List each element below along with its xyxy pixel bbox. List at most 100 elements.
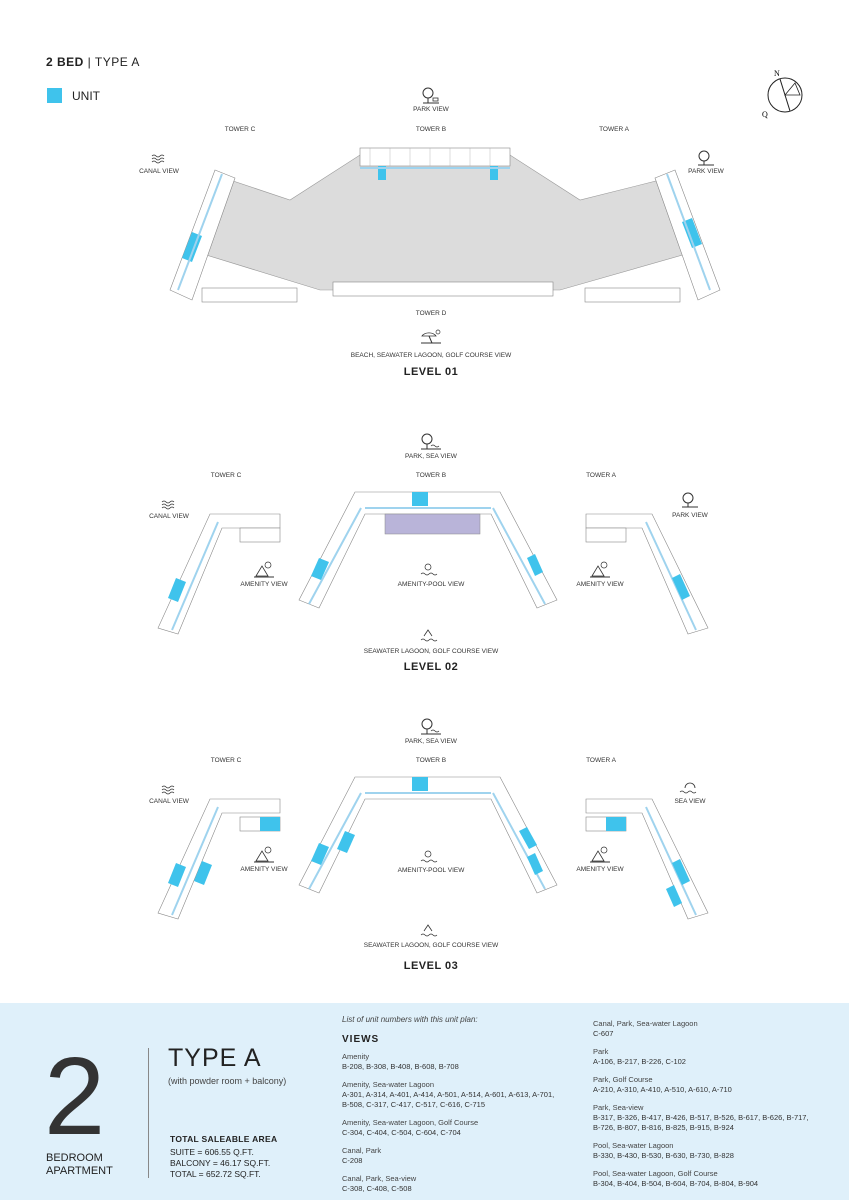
view-group-title: Park [593,1047,609,1056]
amenity-left-label: AMENITY VIEW [240,581,288,588]
view-group-title: Amenity, Sea-water Lagoon, Golf Course [342,1118,479,1127]
view-group-title: Canal, Park [342,1146,382,1155]
view-group-title: Amenity, Sea-water Lagoon [342,1080,434,1089]
view-group-title: Pool, Sea-water Lagoon [593,1141,674,1150]
level-02-tower-b [298,491,558,609]
canal-icon [161,500,175,510]
canal-icon [161,785,175,795]
left-view-label: CANAL VIEW [149,513,189,520]
level-03-tower-c [157,798,281,920]
footer-panel [0,1003,849,1200]
bedroom-apartment-label: BEDROOM APARTMENT [46,1152,113,1178]
area-values: SUITE = 606.55 Q.FT. BALCONY = 46.17 SQ.… [170,1147,270,1180]
bed-label: 2 BED [46,55,84,69]
amenity-icon [590,846,610,863]
beach-icon [421,329,441,344]
level-01-plan: PARK VIEW TOWER C TOWER B TOWER A CANAL … [0,80,849,380]
view-group-title: Park, Golf Course [593,1075,653,1084]
header-separator: | [83,55,95,69]
tower-c-label: TOWER C [210,757,242,764]
center-view-label: AMENITY-POOL VIEW [397,581,465,588]
views-column-2: Canal, Park, Sea-water Lagoon C-607 Park A… [593,1019,813,1197]
canal-icon [151,154,165,164]
bottom-view-label: SEAWATER LAGOON, GOLF COURSE VIEW [363,942,499,949]
plan-header: 2 BED | TYPE A [46,55,140,69]
level-03-tower-b [298,776,558,894]
bedroom-count: 2 [44,1035,106,1158]
compass-n: N [774,69,780,78]
tower-c-label: TOWER C [210,472,242,479]
view-group: Park, Golf Course A-210, A-310, A-410, A-… [593,1075,813,1095]
tower-b-label: TOWER B [415,472,447,479]
view-group-title: Canal, Park, Sea-view [342,1174,417,1183]
level-01-floorplan [169,147,721,303]
top-view-label: PARK, SEA VIEW [405,738,457,745]
top-view-label: PARK VIEW [413,106,449,113]
bottom-view-label: SEAWATER LAGOON, GOLF COURSE VIEW [363,648,499,655]
apartment-label: APARTMENT [46,1165,113,1177]
type-title: TYPE A [168,1044,262,1072]
top-view-label: PARK, SEA VIEW [405,453,457,460]
pool-icon [420,850,438,863]
amenity-icon [590,561,610,578]
compass-q: Q [762,110,768,119]
sea-icon [679,782,697,794]
view-group-title: Canal, Park, Sea-water Lagoon [593,1019,698,1028]
view-group: Amenity, Sea-water Lagoon, Golf Course C-… [342,1118,562,1138]
level-03-tower-a [585,798,709,920]
bottom-view-label: BEACH, SEAWATER LAGOON, GOLF COURSE VIEW [350,352,512,359]
amenity-left-label: AMENITY VIEW [240,866,288,873]
level-02-plan: PARK, SEA VIEW TOWER C TOWER B TOWER A C… [0,430,849,680]
type-subtitle: (with powder room + balcony) [168,1076,287,1086]
park-icon [682,492,698,508]
view-group-units: A-301, A-314, A-401, A-414, A-501, A-514… [342,1090,555,1109]
left-view-label: CANAL VIEW [139,168,179,175]
level-03-title: LEVEL 03 [403,960,459,972]
lagoon-icon [420,629,438,642]
view-group-title: Amenity [342,1052,370,1061]
level-02-title: LEVEL 02 [403,661,459,673]
view-group-units: C-304, C-404, C-504, C-604, C-704 [342,1128,461,1137]
view-group-units: B-330, B-430, B-530, B-630, B-730, B-828 [593,1151,734,1160]
level-01-title: LEVEL 01 [403,366,459,378]
tower-a-label: TOWER A [599,126,629,133]
tower-a-label: TOWER A [586,757,616,764]
view-group: Pool, Sea-water Lagoon B-330, B-430, B-53… [593,1141,813,1161]
amenity-right-label: AMENITY VIEW [576,581,624,588]
view-group: Pool, Sea-water Lagoon, Golf Course B-304… [593,1169,813,1189]
tower-b-label: TOWER B [415,757,447,764]
view-group-units: B-304, B-404, B-504, B-604, B-704, B-804… [593,1179,759,1188]
view-group: Park, Sea-view B-317, B-326, B-417, B-426… [593,1103,813,1133]
park-sea-icon [421,433,441,450]
level-03-plan: PARK, SEA VIEW TOWER C TOWER B TOWER A C… [0,715,849,975]
view-group-units: C-607 [593,1029,614,1038]
list-note: List of unit numbers with this unit plan… [342,1015,478,1024]
total-saleable-area-title: TOTAL SALEABLE AREA [170,1134,278,1144]
view-group-units: B-317, B-326, B-417, B-426, B-517, B-526… [593,1113,809,1132]
tower-d-label: TOWER D [415,310,447,317]
lagoon-icon [420,924,438,937]
park-icon [698,150,714,166]
balcony-area: BALCONY = 46.17 SQ.FT. [170,1158,271,1168]
amenity-icon [254,846,274,863]
legend-label: UNIT [72,88,100,103]
view-group-units: A-106, B-217, B-226, C-102 [593,1057,686,1066]
unit-swatch [47,88,62,103]
views-heading: VIEWS [342,1034,380,1045]
view-group: Amenity B-208, B-308, B-408, B-608, B-708 [342,1052,562,1072]
tower-b-label: TOWER B [415,126,447,133]
footer-divider [148,1048,149,1178]
view-group: Park A-106, B-217, B-226, C-102 [593,1047,813,1067]
views-column-1: Amenity B-208, B-308, B-408, B-608, B-708… [342,1052,562,1202]
park-icon [422,87,439,104]
view-group: Amenity, Sea-water Lagoon A-301, A-314, A… [342,1080,562,1110]
legend: UNIT [47,88,100,103]
view-group-units: B-208, B-308, B-408, B-608, B-708 [342,1062,459,1071]
pool-icon [420,563,438,576]
view-group: Canal, Park, Sea-view C-308, C-408, C-508 [342,1174,562,1194]
tower-c-label: TOWER C [224,126,256,133]
park-sea-icon [421,718,441,735]
amenity-right-label: AMENITY VIEW [576,866,624,873]
view-group: Canal, Park C-208 [342,1146,562,1166]
left-view-label: CANAL VIEW [149,798,189,805]
